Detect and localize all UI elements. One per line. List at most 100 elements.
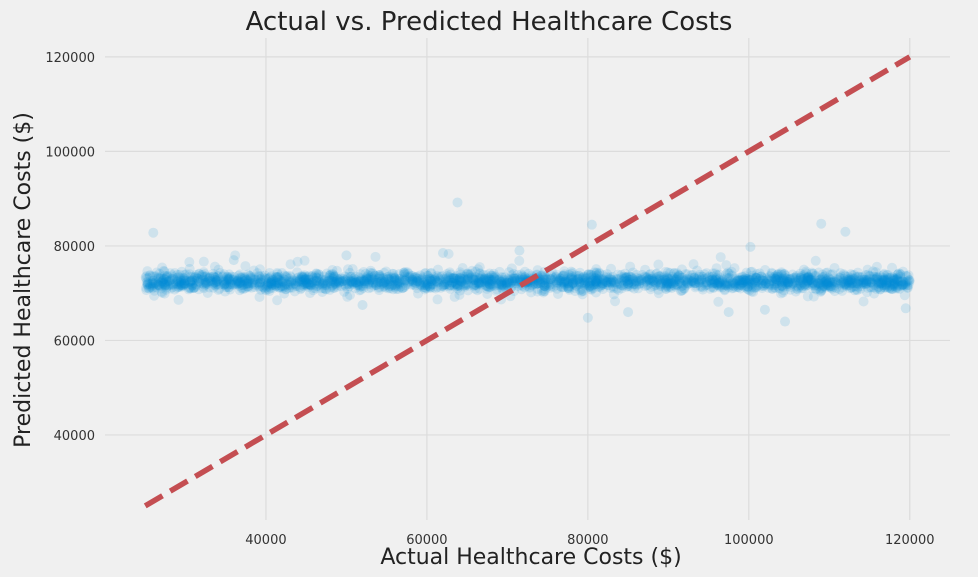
scatter-point [210,279,221,290]
scatter-point [628,276,639,287]
scatter-point [369,271,380,282]
scatter-point [172,276,183,287]
scatter-point [390,280,401,291]
scatter-point [381,279,392,290]
scatter-point [244,278,255,289]
scatter-point [308,283,319,294]
scatter-point [210,280,221,291]
scatter-point [743,284,754,295]
scatter-point [324,275,335,286]
scatter-point [851,278,862,289]
scatter-point [469,275,480,286]
scatter-point [426,267,437,278]
scatter-point [664,279,675,290]
scatter-point [359,278,370,289]
scatter-point [156,286,167,297]
scatter-point [822,280,833,291]
scatter-point [889,277,900,288]
scatter-point [450,275,461,286]
scatter-point [711,263,722,274]
scatter-point [245,271,256,282]
scatter-point [835,271,846,282]
scatter-point [285,282,296,293]
scatter-point [301,271,312,282]
scatter-point [157,275,168,286]
scatter-point [581,273,592,284]
scatter-point [605,282,616,293]
scatter-point [300,274,311,285]
scatter-point [760,278,771,289]
scatter-point [238,284,249,295]
scatter-point [454,279,465,290]
scatter-point [902,283,913,294]
scatter-point [770,274,781,285]
scatter-point [563,282,574,293]
scatter-point [865,271,876,282]
scatter-point [590,276,601,287]
scatter-point [785,282,796,293]
scatter-point [631,280,642,291]
scatter-point [840,226,851,237]
scatter-point [484,275,495,286]
scatter-point [660,278,671,289]
scatter-point [888,278,899,289]
scatter-point [694,277,705,288]
scatter-point [356,274,367,285]
scatter-point [583,279,594,290]
scatter-point [332,281,343,292]
scatter-point [222,274,233,285]
scatter-point [276,275,287,286]
scatter-point [741,275,752,286]
scatter-point [464,270,475,281]
scatter-point [418,277,429,288]
scatter-point [852,271,863,282]
scatter-point [719,285,730,296]
scatter-point [179,273,190,284]
scatter-point [594,268,605,279]
scatter-point [791,272,802,283]
scatter-point [862,264,873,275]
scatter-point [890,283,901,294]
scatter-point [451,278,462,289]
scatter-point [687,276,698,287]
scatter-point [610,296,621,307]
scatter-point [662,278,673,289]
scatter-point [801,275,812,286]
scatter-point [644,273,655,284]
scatter-point [496,279,507,290]
scatter-point [201,271,212,282]
scatter-point [398,277,409,288]
scatter-point [763,282,774,293]
scatter-point [852,276,863,287]
scatter-point [148,275,159,286]
scatter-point [876,274,887,285]
scatter-point [212,270,223,281]
scatter-point [686,277,697,288]
scatter-point [319,275,330,286]
scatter-point [305,288,316,299]
scatter-point [383,281,394,292]
scatter-point [157,287,168,298]
scatter-point [823,280,834,291]
scatter-point [141,273,152,284]
scatter-point [736,279,747,290]
scatter-point [432,282,443,293]
scatter-point [307,277,318,288]
scatter-point [708,282,719,293]
scatter-point [726,283,737,294]
scatter-point [803,272,814,283]
scatter-point [773,268,784,279]
scatter-point [844,277,855,288]
scatter-point [453,274,464,285]
scatter-point [484,279,495,290]
scatter-point [468,272,479,283]
scatter-point [198,278,209,289]
scatter-point [165,275,176,286]
scatter-point [673,269,684,280]
scatter-point [432,277,443,288]
scatter-point [311,276,322,287]
scatter-point [682,273,693,284]
scatter-point [336,273,347,284]
scatter-point [374,281,385,292]
scatter-point [878,280,889,291]
